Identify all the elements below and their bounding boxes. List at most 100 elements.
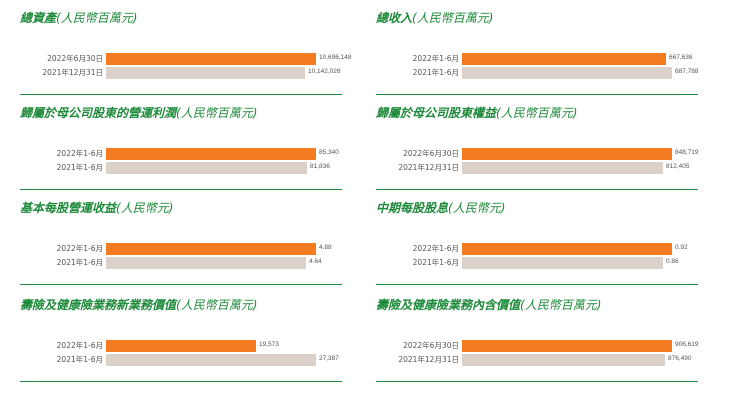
category-label: 2022年1-6月	[56, 341, 103, 350]
category-label: 2021年12月31日	[398, 355, 459, 364]
category-label: 2022年1-6月	[412, 54, 459, 63]
category-label: 2021年1-6月	[412, 68, 459, 77]
chart-unit: (人民幣元)	[116, 201, 174, 215]
bar-current	[106, 340, 256, 352]
bar-row-prior: 2021年12月31日 876,490	[376, 353, 706, 367]
category-label: 2022年1-6月	[412, 244, 459, 253]
bar-prior	[106, 257, 306, 269]
bar-value-label: 687,788	[675, 68, 699, 75]
category-label: 2021年1-6月	[56, 355, 103, 364]
bar-value-label: 85,340	[319, 149, 339, 156]
chart-unit: (人民幣百萬元)	[496, 106, 578, 120]
bar-value-label: 812,405	[666, 163, 690, 170]
bar-prior	[462, 354, 665, 366]
bar-row-current: 2022年6月30日 906,619	[376, 339, 706, 353]
chart-title: 壽險及健康險業務內含價值(人民幣百萬元)	[376, 298, 601, 312]
panel-divider	[376, 94, 698, 95]
chart-panel: 總資產(人民幣百萬元) 2022年6月30日 10,696,148 2021年12月3…	[20, 0, 352, 95]
chart-title: 歸屬於母公司股東權益(人民幣百萬元)	[376, 106, 577, 120]
bar-row-current: 2022年6月30日 848,719	[376, 147, 706, 161]
category-label: 2022年6月30日	[47, 54, 103, 63]
bar-current	[106, 53, 316, 65]
bar-value-label: 4.88	[319, 244, 332, 251]
chart-unit: (人民幣百萬元)	[176, 106, 258, 120]
chart-title: 總資產(人民幣百萬元)	[20, 11, 137, 25]
chart-title: 總收入(人民幣百萬元)	[376, 11, 493, 25]
bar-row-current: 2022年1-6月 667,636	[376, 52, 706, 66]
panel-divider	[20, 381, 342, 382]
bar-value-label: 10,142,026	[308, 68, 341, 75]
bar-row-current: 2022年1-6月 19,573	[20, 339, 350, 353]
bar-row-prior: 2021年12月31日 10,142,026	[20, 66, 350, 80]
chart-panel: 歸屬於母公司股東的營運利潤(人民幣百萬元) 2022年1-6月 85,340 2021…	[20, 95, 350, 190]
bar-current	[462, 243, 672, 255]
bar-prior	[106, 162, 307, 174]
bar-row-prior: 2021年12月31日 812,405	[376, 161, 706, 175]
panel-divider	[376, 189, 698, 190]
bar-row-prior: 2021年1-6月 687,788	[376, 66, 706, 80]
bar-value-label: 0.92	[675, 244, 688, 251]
bar-row-current: 2022年1-6月 85,340	[20, 147, 350, 161]
chart-unit: (人民幣百萬元)	[176, 298, 258, 312]
bar-prior	[106, 354, 316, 366]
bar-value-label: 848,719	[675, 149, 699, 156]
panel-divider	[376, 284, 698, 285]
bar-row-prior: 2021年1-6月 27,387	[20, 353, 350, 367]
chart-title-text: 歸屬於母公司股東的營運利潤	[20, 106, 177, 120]
chart-title-text: 歸屬於母公司股東權益	[376, 106, 497, 120]
category-label: 2022年6月30日	[403, 341, 459, 350]
bar-prior	[462, 67, 672, 79]
chart-panel: 壽險及健康險業務新業務價值(人民幣百萬元) 2022年1-6月 19,573 2021…	[20, 287, 350, 382]
bar-value-label: 0.88	[666, 258, 679, 265]
bar-current	[106, 148, 316, 160]
chart-title: 中期每股股息(人民幣元)	[376, 201, 505, 215]
category-label: 2021年1-6月	[56, 258, 103, 267]
category-label: 2021年1-6月	[56, 163, 103, 172]
chart-panel: 壽險及健康險業務內含價值(人民幣百萬元) 2022年6月30日 906,619 202…	[376, 287, 706, 382]
panel-divider	[376, 381, 698, 382]
chart-panel: 中期每股股息(人民幣元) 2022年1-6月 0.92 2021年1-6月 0.88	[376, 190, 706, 285]
bar-value-label: 876,490	[668, 355, 692, 362]
chart-unit: (人民幣百萬元)	[412, 11, 494, 25]
chart-panel: 基本每股營運收益(人民幣元) 2022年1-6月 4.88 2021年1-6月 4.64	[20, 190, 350, 285]
bar-current	[106, 243, 316, 255]
category-label: 2021年1-6月	[412, 258, 459, 267]
bar-prior	[462, 162, 663, 174]
bar-row-current: 2022年1-6月 4.88	[20, 242, 350, 256]
bar-current	[462, 148, 672, 160]
chart-title-text: 總資產	[20, 11, 57, 25]
chart-title-text: 總收入	[376, 11, 413, 25]
chart-panel: 總收入(人民幣百萬元) 2022年1-6月 667,636 2021年1-6月 687,…	[376, 0, 706, 95]
chart-title: 壽險及健康險業務新業務價值(人民幣百萬元)	[20, 298, 257, 312]
bar-value-label: 19,573	[259, 341, 279, 348]
chart-panel: 歸屬於母公司股東權益(人民幣百萬元) 2022年6月30日 848,719 2021年…	[376, 95, 706, 190]
panel-divider	[20, 94, 342, 95]
panel-divider	[20, 284, 342, 285]
bar-value-label: 4.64	[309, 258, 322, 265]
bar-value-label: 81,836	[310, 163, 330, 170]
category-label: 2022年6月30日	[403, 149, 459, 158]
bar-value-label: 27,387	[319, 355, 339, 362]
category-label: 2022年1-6月	[56, 149, 103, 158]
bar-row-prior: 2021年1-6月 4.64	[20, 256, 350, 270]
bar-value-label: 10,696,148	[319, 54, 352, 61]
chart-title: 歸屬於母公司股東的營運利潤(人民幣百萬元)	[20, 106, 257, 120]
chart-unit: (人民幣百萬元)	[520, 298, 602, 312]
category-label: 2022年1-6月	[56, 244, 103, 253]
chart-unit: (人民幣百萬元)	[56, 11, 138, 25]
bar-current	[462, 53, 666, 65]
bar-row-prior: 2021年1-6月 81,836	[20, 161, 350, 175]
category-label: 2021年12月31日	[42, 68, 103, 77]
chart-title-text: 中期每股股息	[376, 201, 449, 215]
bar-row-current: 2022年1-6月 0.92	[376, 242, 706, 256]
chart-title: 基本每股營運收益(人民幣元)	[20, 201, 173, 215]
chart-title-text: 壽險及健康險業務新業務價值	[20, 298, 177, 312]
bar-prior	[462, 257, 663, 269]
category-label: 2021年12月31日	[398, 163, 459, 172]
chart-title-text: 壽險及健康險業務內含價值	[376, 298, 521, 312]
bar-row-prior: 2021年1-6月 0.88	[376, 256, 706, 270]
chart-title-text: 基本每股營運收益	[20, 201, 117, 215]
chart-unit: (人民幣元)	[448, 201, 506, 215]
bar-prior	[106, 67, 305, 79]
panel-divider	[20, 189, 342, 190]
